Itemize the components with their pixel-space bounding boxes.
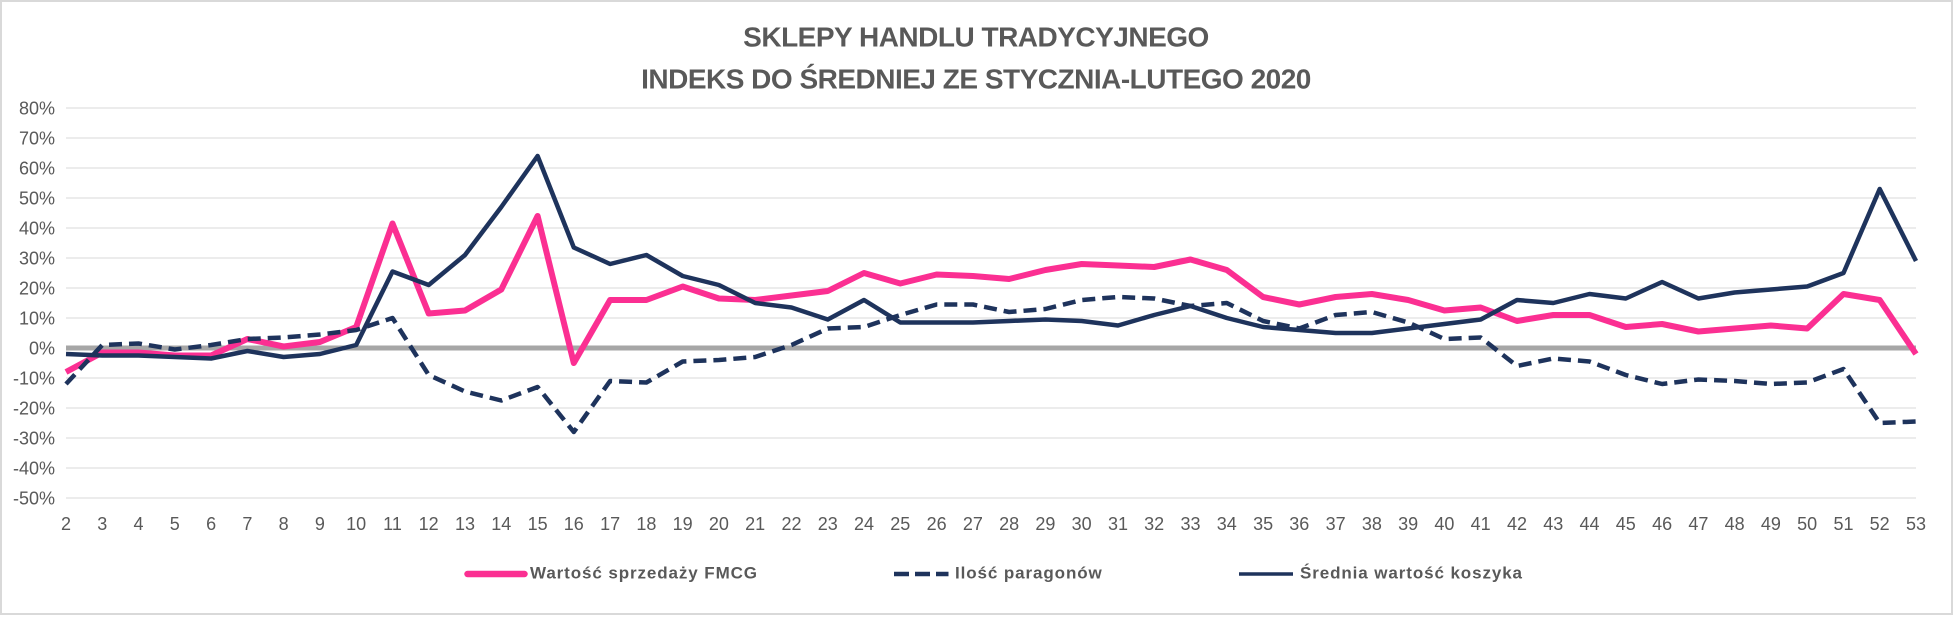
svg-text:13: 13 [455, 514, 475, 534]
svg-text:14: 14 [491, 514, 511, 534]
svg-text:45: 45 [1616, 514, 1636, 534]
svg-text:40%: 40% [19, 219, 55, 239]
svg-text:49: 49 [1761, 514, 1781, 534]
svg-text:36: 36 [1289, 514, 1309, 534]
svg-text:26: 26 [927, 514, 947, 534]
svg-text:34: 34 [1217, 514, 1237, 534]
svg-text:-20%: -20% [13, 399, 55, 419]
svg-text:9: 9 [315, 514, 325, 534]
svg-text:Średnia wartość koszyka: Średnia wartość koszyka [1300, 564, 1523, 583]
svg-text:Wartość sprzedaży FMCG: Wartość sprzedaży FMCG [530, 564, 758, 583]
svg-text:18: 18 [636, 514, 656, 534]
svg-text:21: 21 [745, 514, 765, 534]
svg-text:52: 52 [1870, 514, 1890, 534]
svg-text:60%: 60% [19, 159, 55, 179]
svg-text:28: 28 [999, 514, 1019, 534]
svg-text:30%: 30% [19, 249, 55, 269]
svg-text:41: 41 [1471, 514, 1491, 534]
svg-text:70%: 70% [19, 129, 55, 149]
svg-text:5: 5 [170, 514, 180, 534]
svg-text:10%: 10% [19, 309, 55, 329]
svg-text:46: 46 [1652, 514, 1672, 534]
svg-text:50%: 50% [19, 189, 55, 209]
svg-text:51: 51 [1833, 514, 1853, 534]
svg-text:29: 29 [1035, 514, 1055, 534]
svg-text:-40%: -40% [13, 459, 55, 479]
svg-text:3: 3 [97, 514, 107, 534]
svg-text:37: 37 [1326, 514, 1346, 534]
svg-text:30: 30 [1072, 514, 1092, 534]
svg-text:4: 4 [133, 514, 143, 534]
svg-text:43: 43 [1543, 514, 1563, 534]
svg-text:39: 39 [1398, 514, 1418, 534]
svg-text:10: 10 [346, 514, 366, 534]
svg-text:44: 44 [1579, 514, 1599, 534]
svg-text:16: 16 [564, 514, 584, 534]
svg-text:38: 38 [1362, 514, 1382, 534]
svg-text:25: 25 [890, 514, 910, 534]
svg-text:8: 8 [279, 514, 289, 534]
svg-text:53: 53 [1906, 514, 1926, 534]
svg-text:12: 12 [419, 514, 439, 534]
svg-text:48: 48 [1725, 514, 1745, 534]
svg-text:27: 27 [963, 514, 983, 534]
svg-text:20%: 20% [19, 279, 55, 299]
svg-text:42: 42 [1507, 514, 1527, 534]
svg-text:7: 7 [242, 514, 252, 534]
svg-text:23: 23 [818, 514, 838, 534]
svg-text:-10%: -10% [13, 369, 55, 389]
svg-text:19: 19 [673, 514, 693, 534]
svg-text:33: 33 [1180, 514, 1200, 534]
svg-text:SKLEPY HANDLU TRADYCYJNEGO: SKLEPY HANDLU TRADYCYJNEGO [743, 22, 1209, 53]
svg-text:17: 17 [600, 514, 620, 534]
svg-text:80%: 80% [19, 99, 55, 119]
svg-text:INDEKS DO ŚREDNIEJ ZE STYCZNIA: INDEKS DO ŚREDNIEJ ZE STYCZNIA-LUTEGO 20… [641, 64, 1311, 95]
svg-text:0%: 0% [29, 339, 55, 359]
svg-text:40: 40 [1434, 514, 1454, 534]
svg-text:24: 24 [854, 514, 874, 534]
svg-text:47: 47 [1688, 514, 1708, 534]
svg-text:6: 6 [206, 514, 216, 534]
svg-text:35: 35 [1253, 514, 1273, 534]
svg-text:22: 22 [781, 514, 801, 534]
svg-text:11: 11 [383, 514, 402, 534]
svg-text:2: 2 [61, 514, 71, 534]
svg-text:31: 31 [1108, 514, 1128, 534]
svg-text:-50%: -50% [13, 489, 55, 509]
svg-text:20: 20 [709, 514, 729, 534]
svg-text:15: 15 [528, 514, 548, 534]
svg-text:32: 32 [1144, 514, 1164, 534]
svg-text:50: 50 [1797, 514, 1817, 534]
svg-text:-30%: -30% [13, 429, 55, 449]
svg-text:Ilość paragonów: Ilość paragonów [955, 564, 1103, 583]
